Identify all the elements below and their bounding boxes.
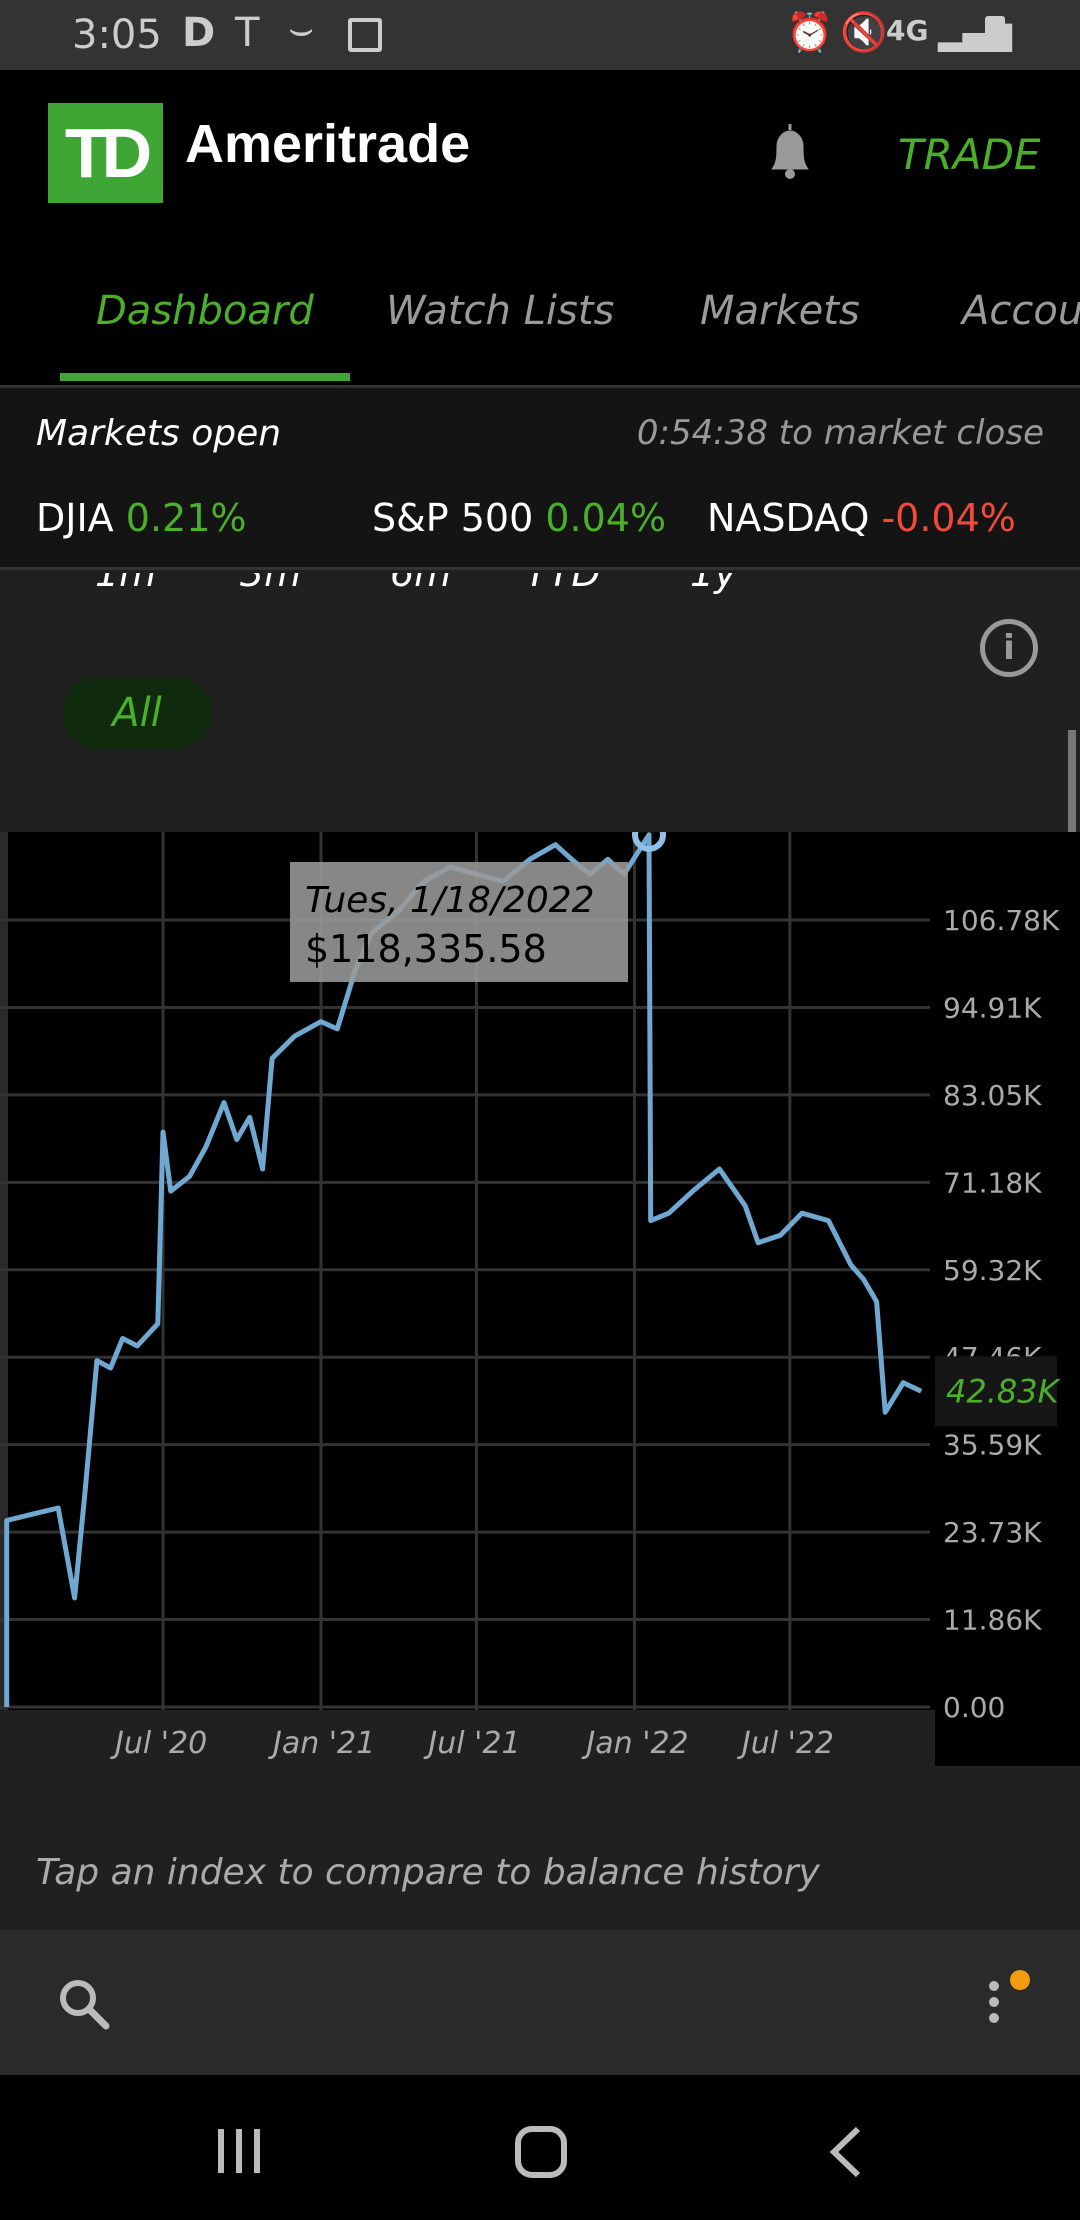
bottom-toolbar xyxy=(0,1930,1080,2075)
app-header xyxy=(0,70,1080,385)
x-tick-label: Jan '22 xyxy=(586,1726,689,1761)
more-menu-icon[interactable] xyxy=(980,1962,1030,2046)
td-logo: TD xyxy=(48,103,163,203)
tab-markets[interactable]: Markets xyxy=(700,288,860,334)
y-tick-label: 71.18K xyxy=(943,1166,1042,1199)
period-6m[interactable]: 6m xyxy=(390,573,452,595)
tab-dashboard[interactable]: Dashboard xyxy=(96,288,314,334)
scrollbar[interactable] xyxy=(1068,730,1076,842)
period-row-clipped: 1m 3m 6m YTD 1y xyxy=(0,573,1080,603)
trade-button[interactable]: TRADE xyxy=(898,130,1041,179)
d-icon: D xyxy=(182,10,216,56)
4g-lte-icon: 4G xyxy=(886,14,929,47)
y-tick-label: 83.05K xyxy=(943,1079,1042,1112)
period-1y[interactable]: 1y xyxy=(690,573,737,595)
compare-hint: Tap an index to compare to balance histo… xyxy=(36,1852,820,1893)
index-djia[interactable]: DJIA 0.21% xyxy=(36,496,246,540)
tooltip-value: $118,335.58 xyxy=(305,927,547,971)
x-tick-label: Jul '20 xyxy=(115,1726,208,1761)
bell-icon[interactable] xyxy=(766,122,814,186)
market-countdown: 0:54:38 to market close xyxy=(636,413,1044,453)
y-axis-area xyxy=(935,832,1080,1766)
index-nasdaq[interactable]: NASDAQ -0.04% xyxy=(707,496,1016,540)
status-time: 3:05 xyxy=(72,12,162,58)
home-icon[interactable] xyxy=(514,2125,568,2183)
y-tick-label: 23.73K xyxy=(943,1516,1042,1549)
index-change: 0.21% xyxy=(125,496,247,540)
x-tick-label: Jul '22 xyxy=(741,1726,834,1761)
y-tick-label: 59.32K xyxy=(943,1254,1042,1287)
period-all[interactable]: All xyxy=(62,677,212,749)
alarm-icon: ⏰ xyxy=(786,10,834,54)
period-ytd[interactable]: YTD xyxy=(525,573,601,595)
x-tick-label: Jul '21 xyxy=(428,1726,521,1761)
y-tick-label: 94.91K xyxy=(943,991,1042,1024)
period-1m[interactable]: 1m xyxy=(95,573,157,595)
period-3m[interactable]: 3m xyxy=(240,573,302,595)
image-icon xyxy=(348,18,382,52)
back-icon[interactable] xyxy=(826,2125,866,2183)
status-bar: 3:05 D T ⌣ ⏰ 🔇 4G ▂▄▆ xyxy=(0,0,1080,70)
index-change: 0.04% xyxy=(545,496,667,540)
y-tick-label: 106.78K xyxy=(943,904,1060,937)
x-tick-label: Jan '21 xyxy=(273,1726,376,1761)
y-tick-label: 11.86K xyxy=(943,1604,1042,1637)
tooltip-date: Tues, 1/18/2022 xyxy=(305,880,595,921)
current-value-box xyxy=(935,1356,1057,1427)
index-name: DJIA xyxy=(36,496,114,540)
tesla-icon: T xyxy=(235,10,260,56)
index-name: NASDAQ xyxy=(707,496,870,540)
y-tick-label: 35.59K xyxy=(943,1429,1042,1462)
android-nav-bar xyxy=(0,2075,1080,2220)
tab-accounts[interactable]: Accou xyxy=(962,288,1080,334)
market-status: Markets open xyxy=(36,413,282,454)
battery-icon xyxy=(985,16,1005,52)
search-icon[interactable] xyxy=(56,1976,112,2036)
amazon-icon: ⌣ xyxy=(288,6,315,52)
current-value-label: 42.83K xyxy=(946,1372,1062,1410)
index-change: -0.04% xyxy=(881,496,1016,540)
y-tick-label: 0.00 xyxy=(943,1691,1005,1724)
tooltip xyxy=(290,862,628,982)
brand-name: Ameritrade xyxy=(185,114,471,174)
info-icon[interactable]: i xyxy=(980,619,1038,677)
index-name: S&P 500 xyxy=(372,496,534,540)
selected-point-marker xyxy=(632,832,667,852)
balance-chart[interactable]: 0.0011.86K23.73K35.59K47.46K59.32K71.18K… xyxy=(0,832,1080,1766)
index-sp500[interactable]: S&P 500 0.04% xyxy=(372,496,666,540)
market-strip: Markets open 0:54:38 to market close DJI… xyxy=(0,385,1080,570)
active-tab-indicator xyxy=(60,373,350,381)
mute-icon: 🔇 xyxy=(840,10,888,54)
tab-watch-lists[interactable]: Watch Lists xyxy=(386,288,615,334)
recent-apps-icon[interactable] xyxy=(214,2127,264,2179)
